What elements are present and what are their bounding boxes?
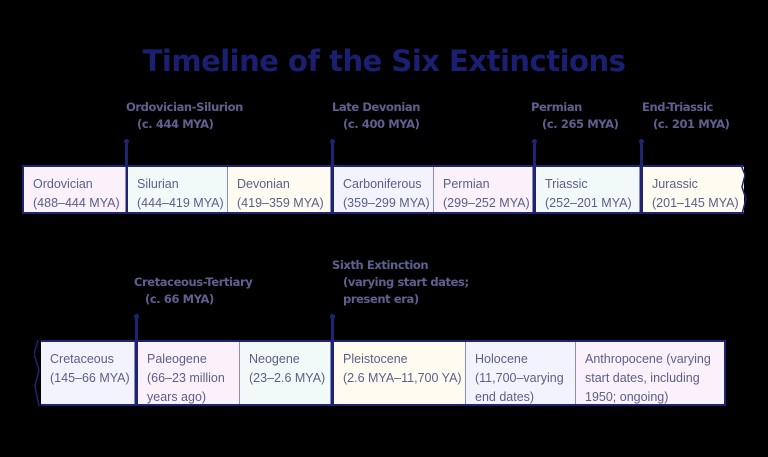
extinction-name: Cretaceous-Tertiary <box>134 275 253 289</box>
extinction-marker-line <box>331 316 334 405</box>
period-triassic: Triassic (252–201 MYA) <box>536 167 640 212</box>
extinction-marker-line <box>640 141 643 214</box>
extinction-marker-dot <box>330 139 335 144</box>
extinction-name: Ordovician-Silurion <box>126 100 243 114</box>
extinction-marker-dot <box>330 314 335 319</box>
extinction-name: Late Devonian <box>332 100 421 114</box>
extinction-marker-line <box>125 141 128 214</box>
period-holocene: Holocene (11,700–varying end dates) <box>466 342 576 404</box>
extinction-label-ordovician-silurian: Ordovician-Silurion (c. 444 MYA) <box>126 99 243 133</box>
extinction-name: End-Triassic <box>642 100 713 114</box>
extinction-label-permian: Permian (c. 265 MYA) <box>531 99 619 133</box>
extinction-date: (c. 265 MYA) <box>542 117 619 131</box>
extinction-label-late-devonian: Late Devonian (c. 400 MYA) <box>332 99 420 133</box>
extinction-marker-line <box>135 316 138 405</box>
extinction-date: (c. 201 MYA) <box>653 117 730 131</box>
extinction-marker-dot <box>532 139 537 144</box>
period-silurian: Silurian (444–419 MYA) <box>128 167 228 212</box>
period-jurassic: Jurassic (201–145 MYA) <box>643 167 744 212</box>
timeline-row-2: Cretaceous (145–66 MYA) Paleogene (66–23 m… <box>34 340 726 406</box>
extinction-label-end-triassic: End-Triassic (c. 201 MYA) <box>642 99 730 133</box>
period-devonian: Devonian (419–359 MYA) <box>228 167 331 212</box>
torn-edge-icon <box>740 165 747 214</box>
extinction-label-cretaceous-tertiary: Cretaceous-Tertiary (c. 66 MYA) <box>134 274 253 308</box>
period-ordovician: Ordovician (488–444 MYA) <box>22 167 126 212</box>
period-permian: Permian (299–252 MYA) <box>434 167 533 212</box>
extinction-marker-dot <box>124 139 129 144</box>
page-title: Timeline of the Six Extinctions <box>142 44 626 78</box>
extinction-date: present era) <box>343 292 419 306</box>
extinction-name: Permian <box>531 100 582 114</box>
period-cretaceous: Cretaceous (145–66 MYA) <box>41 342 135 404</box>
extinction-marker-line <box>533 141 536 214</box>
period-carboniferous: Carboniferous (359–299 MYA) <box>334 167 434 212</box>
period-paleogene: Paleogene (66–23 million years ago) <box>138 342 240 404</box>
torn-edge-icon <box>34 340 40 406</box>
extinction-marker-dot <box>639 139 644 144</box>
extinction-name: Sixth Extinction <box>332 258 429 272</box>
extinction-date: (c. 66 MYA) <box>145 292 214 306</box>
extinction-label-sixth: Sixth Extinction (varying start dates; p… <box>332 257 469 308</box>
period-neogene: Neogene (23–2.6 MYA) <box>240 342 331 404</box>
extinction-date: (varying start dates; <box>343 275 469 289</box>
extinction-date: (c. 400 MYA) <box>343 117 420 131</box>
extinction-marker-line <box>331 141 334 214</box>
extinction-marker-dot <box>134 314 139 319</box>
timeline-row-1: Ordovician (488–444 MYA) Silurian (444–419… <box>22 165 747 214</box>
period-anthropocene: Anthropocene (varying start dates, includ… <box>576 342 726 404</box>
period-pleistocene: Pleistocene (2.6 MYA–11,700 YA) <box>334 342 466 404</box>
extinction-date: (c. 444 MYA) <box>137 117 214 131</box>
